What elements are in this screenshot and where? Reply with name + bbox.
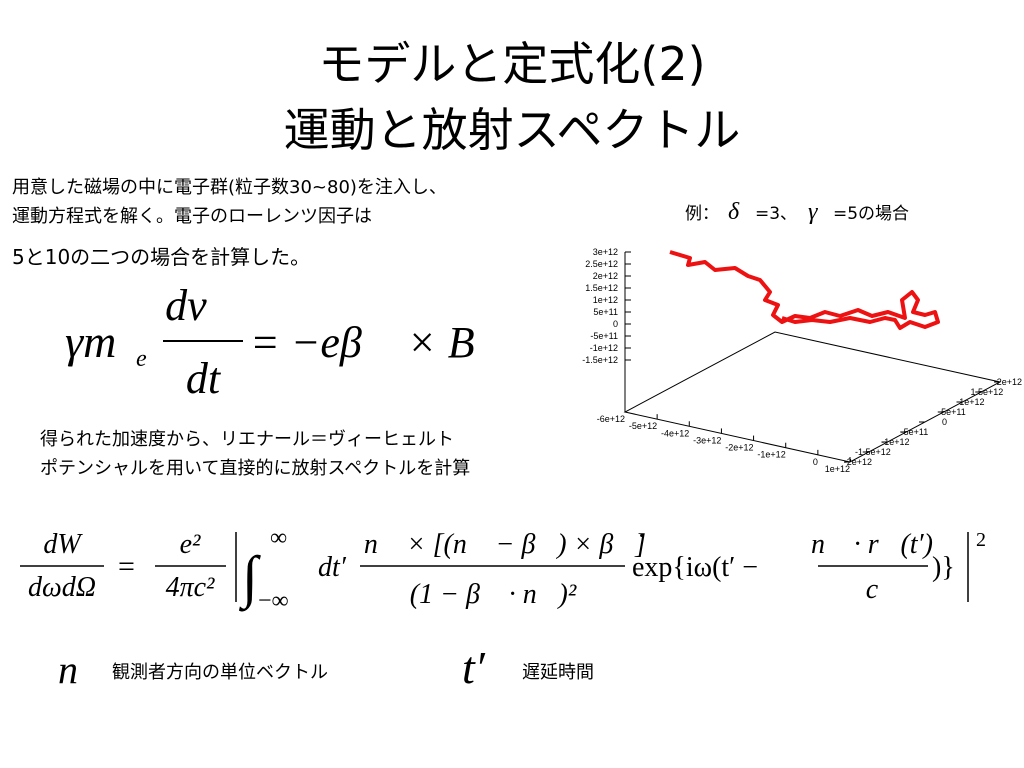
legend-text: 遅延時間: [522, 662, 594, 683]
intro-text: 用意した磁場の中に電子群(粒子数30~80)を注入し、: [12, 177, 447, 198]
body-text: 得られた加速度から、リエナール＝ヴィーヒェルト: [40, 429, 454, 450]
eq-term: 2: [976, 529, 986, 551]
plot-3d: 3e+122.5e+122e+121.5e+121e+125e+110-5e+1…: [582, 247, 1022, 474]
y-tick-label: -5e+11: [901, 427, 929, 437]
y-tick-label: 5e+11: [941, 407, 966, 417]
z-tick-label: 1.5e+12: [585, 283, 618, 293]
equation-motion: γm e dv⃗ dt = −eβ⃗ × B⃗: [65, 281, 509, 403]
eq-term: e: [136, 346, 147, 372]
eq-term: c: [866, 574, 879, 605]
intro-text: 5と10の二つの場合を計算した。: [12, 245, 310, 269]
eq-term: dt′: [318, 552, 347, 583]
equation-spectrum: dW dωdΩ = e² 4πc² ∫ ∞ −∞ dt′ n⃗ × [(n⃗ −…: [20, 525, 986, 614]
y-tick-label: -1.5e+12: [855, 447, 891, 457]
eq-term: exp{iω(t′ −: [632, 552, 758, 583]
intro-text: 運動方程式を解く。電子のローレンツ因子は: [12, 206, 372, 227]
legend-symbol: t′: [462, 642, 486, 693]
z-tick-label: 5e+11: [593, 307, 618, 317]
z-tick-label: 1e+12: [593, 295, 618, 305]
body-text: ポテンシャルを用いて直接的に放射スペクトルを計算: [40, 458, 470, 479]
eq-term: n⃗ × [(n⃗ − β⃗) × β⃗̇]: [364, 529, 646, 560]
x-tick-label: -3e+12: [693, 435, 721, 445]
z-tick-label: -1.5e+12: [582, 355, 618, 365]
y-tick-label: 1e+12: [959, 397, 984, 407]
eq-term: )}: [932, 552, 955, 583]
x-tick-label: -2e+12: [725, 443, 753, 453]
title: 運動と放射スペクトル: [284, 103, 741, 157]
y-tick-label: -1e+12: [881, 437, 909, 447]
plot-caption: 例： δ =3、 γ =5の場合: [685, 199, 909, 225]
eq-term: dv⃗: [165, 281, 241, 330]
plot-base: [623, 331, 1002, 463]
caption-symbol: γ: [808, 199, 818, 225]
eq-term: e²: [180, 529, 201, 560]
legend-symbol: n⃗: [58, 647, 109, 692]
eq-term: 4πc²: [166, 572, 215, 603]
eq-term: dt: [186, 354, 222, 403]
z-tick-label: 0: [613, 319, 618, 329]
eq-term: (1 − β⃗ · n⃗)²: [410, 579, 577, 610]
y-tick-label: 0: [942, 417, 947, 427]
y-tick-label: 1.5e+12: [970, 387, 1003, 397]
x-tick-label: 0: [813, 457, 818, 467]
caption-text: 例：: [685, 204, 719, 224]
eq-term: ∞: [270, 525, 287, 551]
integral-sign: ∫: [238, 544, 261, 612]
eq-term: dW: [43, 529, 83, 560]
eq-term: = −eβ⃗ × B⃗: [250, 318, 509, 367]
z-tick-label: -1e+12: [590, 343, 618, 353]
eq-term: −∞: [258, 588, 289, 614]
y-tick-label: 2e+12: [997, 377, 1022, 387]
title: モデルと定式化(2): [318, 37, 705, 91]
x-tick-label: -1e+12: [757, 450, 785, 460]
eq-term: =: [118, 550, 135, 583]
eq-term: dωdΩ: [28, 572, 96, 603]
caption-text: =5の場合: [833, 204, 909, 224]
legend-text: 観測者方向の単位ベクトル: [112, 662, 328, 683]
eq-term: γm: [65, 316, 116, 367]
z-tick-label: -5e+11: [590, 331, 618, 341]
z-tick-label: 2e+12: [593, 271, 618, 281]
eq-term: n⃗ · r⃗(t′): [811, 529, 933, 560]
x-tick-label: -4e+12: [661, 428, 689, 438]
x-tick-label: 1e+12: [825, 464, 850, 474]
z-tick-label: 2.5e+12: [585, 259, 618, 269]
x-tick-label: -5e+12: [629, 421, 657, 431]
caption-symbol: δ: [728, 199, 740, 225]
trajectory: [669, 250, 940, 330]
x-tick-label: -6e+12: [597, 414, 625, 424]
z-tick-label: 3e+12: [593, 247, 618, 257]
caption-text: =3、: [755, 204, 797, 224]
y-tick-label: -2e+12: [844, 457, 872, 467]
